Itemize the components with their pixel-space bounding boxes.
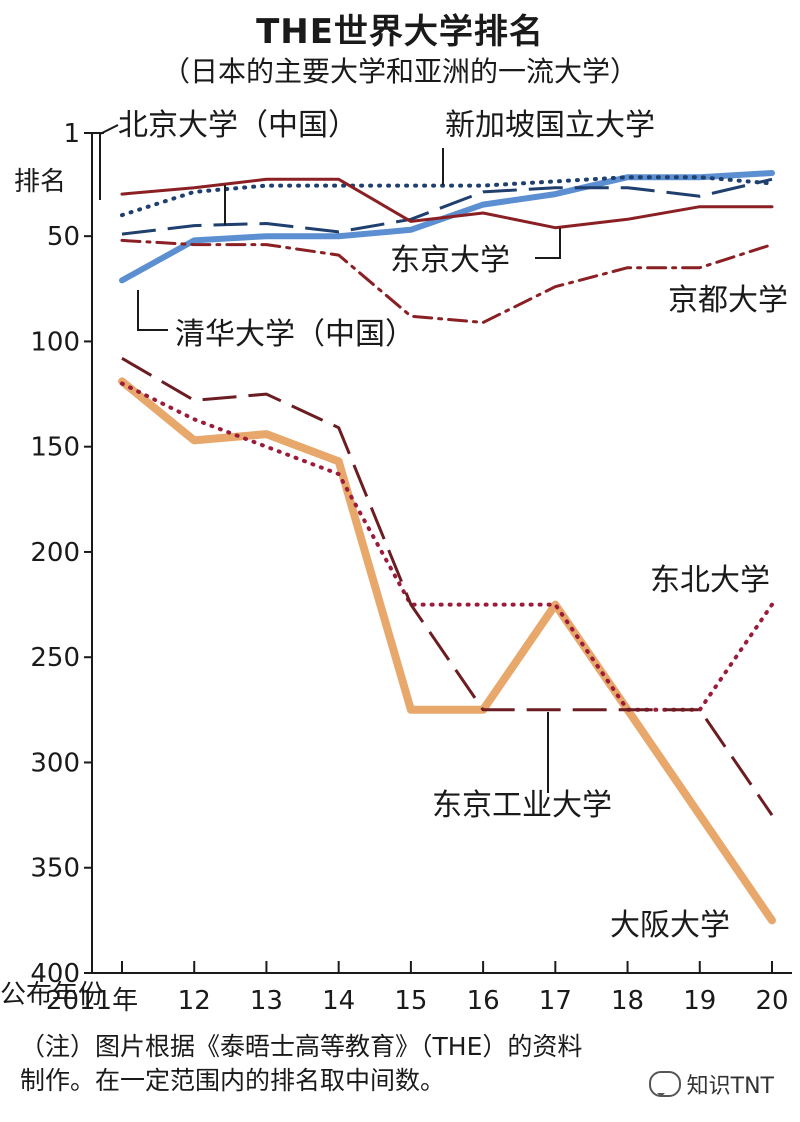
label-leader-line (137, 290, 168, 331)
x-tick-label: 14 (322, 986, 355, 1016)
y-tick-label: 50 (47, 222, 80, 252)
series-label-6: 东北大学 (650, 563, 770, 598)
series-line-5 (120, 238, 774, 324)
x-tick-label: 17 (539, 986, 572, 1016)
series-label-2: 新加坡国立大学 (445, 108, 655, 143)
y-tick-label: 200 (30, 538, 80, 568)
label-leader-line (535, 228, 561, 259)
x-tick-label: 19 (683, 986, 716, 1016)
series-label-1: 北京大学（中国） (118, 108, 358, 143)
series-line-7 (121, 357, 774, 816)
label-leader-line (99, 124, 119, 200)
y-tick-label: 350 (30, 854, 80, 884)
watermark-text: 知识TNT (686, 1074, 774, 1099)
series-label-7: 东京工业大学 (432, 788, 612, 823)
series-line-2 (120, 175, 774, 218)
y-tick-label: 300 (30, 748, 80, 778)
footnote-line-2: 制作。在一定范围内的排名取中间数。 (20, 1066, 446, 1095)
chart-series (118, 170, 776, 925)
series-line-1 (121, 177, 773, 236)
series-line-8 (118, 377, 776, 925)
chart-footnote: （注）图片根据《泰晤士高等教育》（THE）的资料 制作。在一定范围内的排名取中间… (20, 1030, 780, 1098)
x-tick-label: 2011年 (46, 986, 138, 1016)
series-label-3: 东京大学 (390, 243, 510, 278)
series-label-4: 清华大学（中国） (175, 317, 415, 352)
series-label-8: 大阪大学 (610, 908, 730, 943)
x-tick-label: 20 (755, 986, 788, 1016)
chart-title: THE世界大学排名 (256, 12, 544, 52)
footnote-line-1: （注）图片根据《泰晤士高等教育》（THE）的资料 (20, 1032, 583, 1061)
series-line-3 (120, 177, 774, 230)
wechat-icon (648, 1071, 681, 1097)
x-tick-label: 18 (611, 986, 644, 1016)
y-tick-label: 250 (30, 643, 80, 673)
y-tick-label: 400 (30, 959, 80, 989)
y-axis-label: 排名 (14, 167, 66, 197)
x-tick-label: 16 (467, 986, 500, 1016)
chart-subtitle: （日本的主要大学和亚洲的一流大学） (161, 55, 638, 88)
x-tick-label: 12 (178, 986, 211, 1016)
y-tick-label: 1 (63, 119, 80, 149)
y-tick-label: 100 (30, 327, 80, 357)
series-line-6 (120, 381, 774, 712)
x-tick-label: 13 (250, 986, 283, 1016)
x-axis-label: 公布年份 (0, 980, 104, 1010)
series-label-5: 京都大学 (668, 283, 788, 318)
x-tick-label: 15 (394, 986, 427, 1016)
watermark: 知识TNT (648, 1068, 774, 1100)
y-tick-label: 150 (30, 433, 80, 463)
